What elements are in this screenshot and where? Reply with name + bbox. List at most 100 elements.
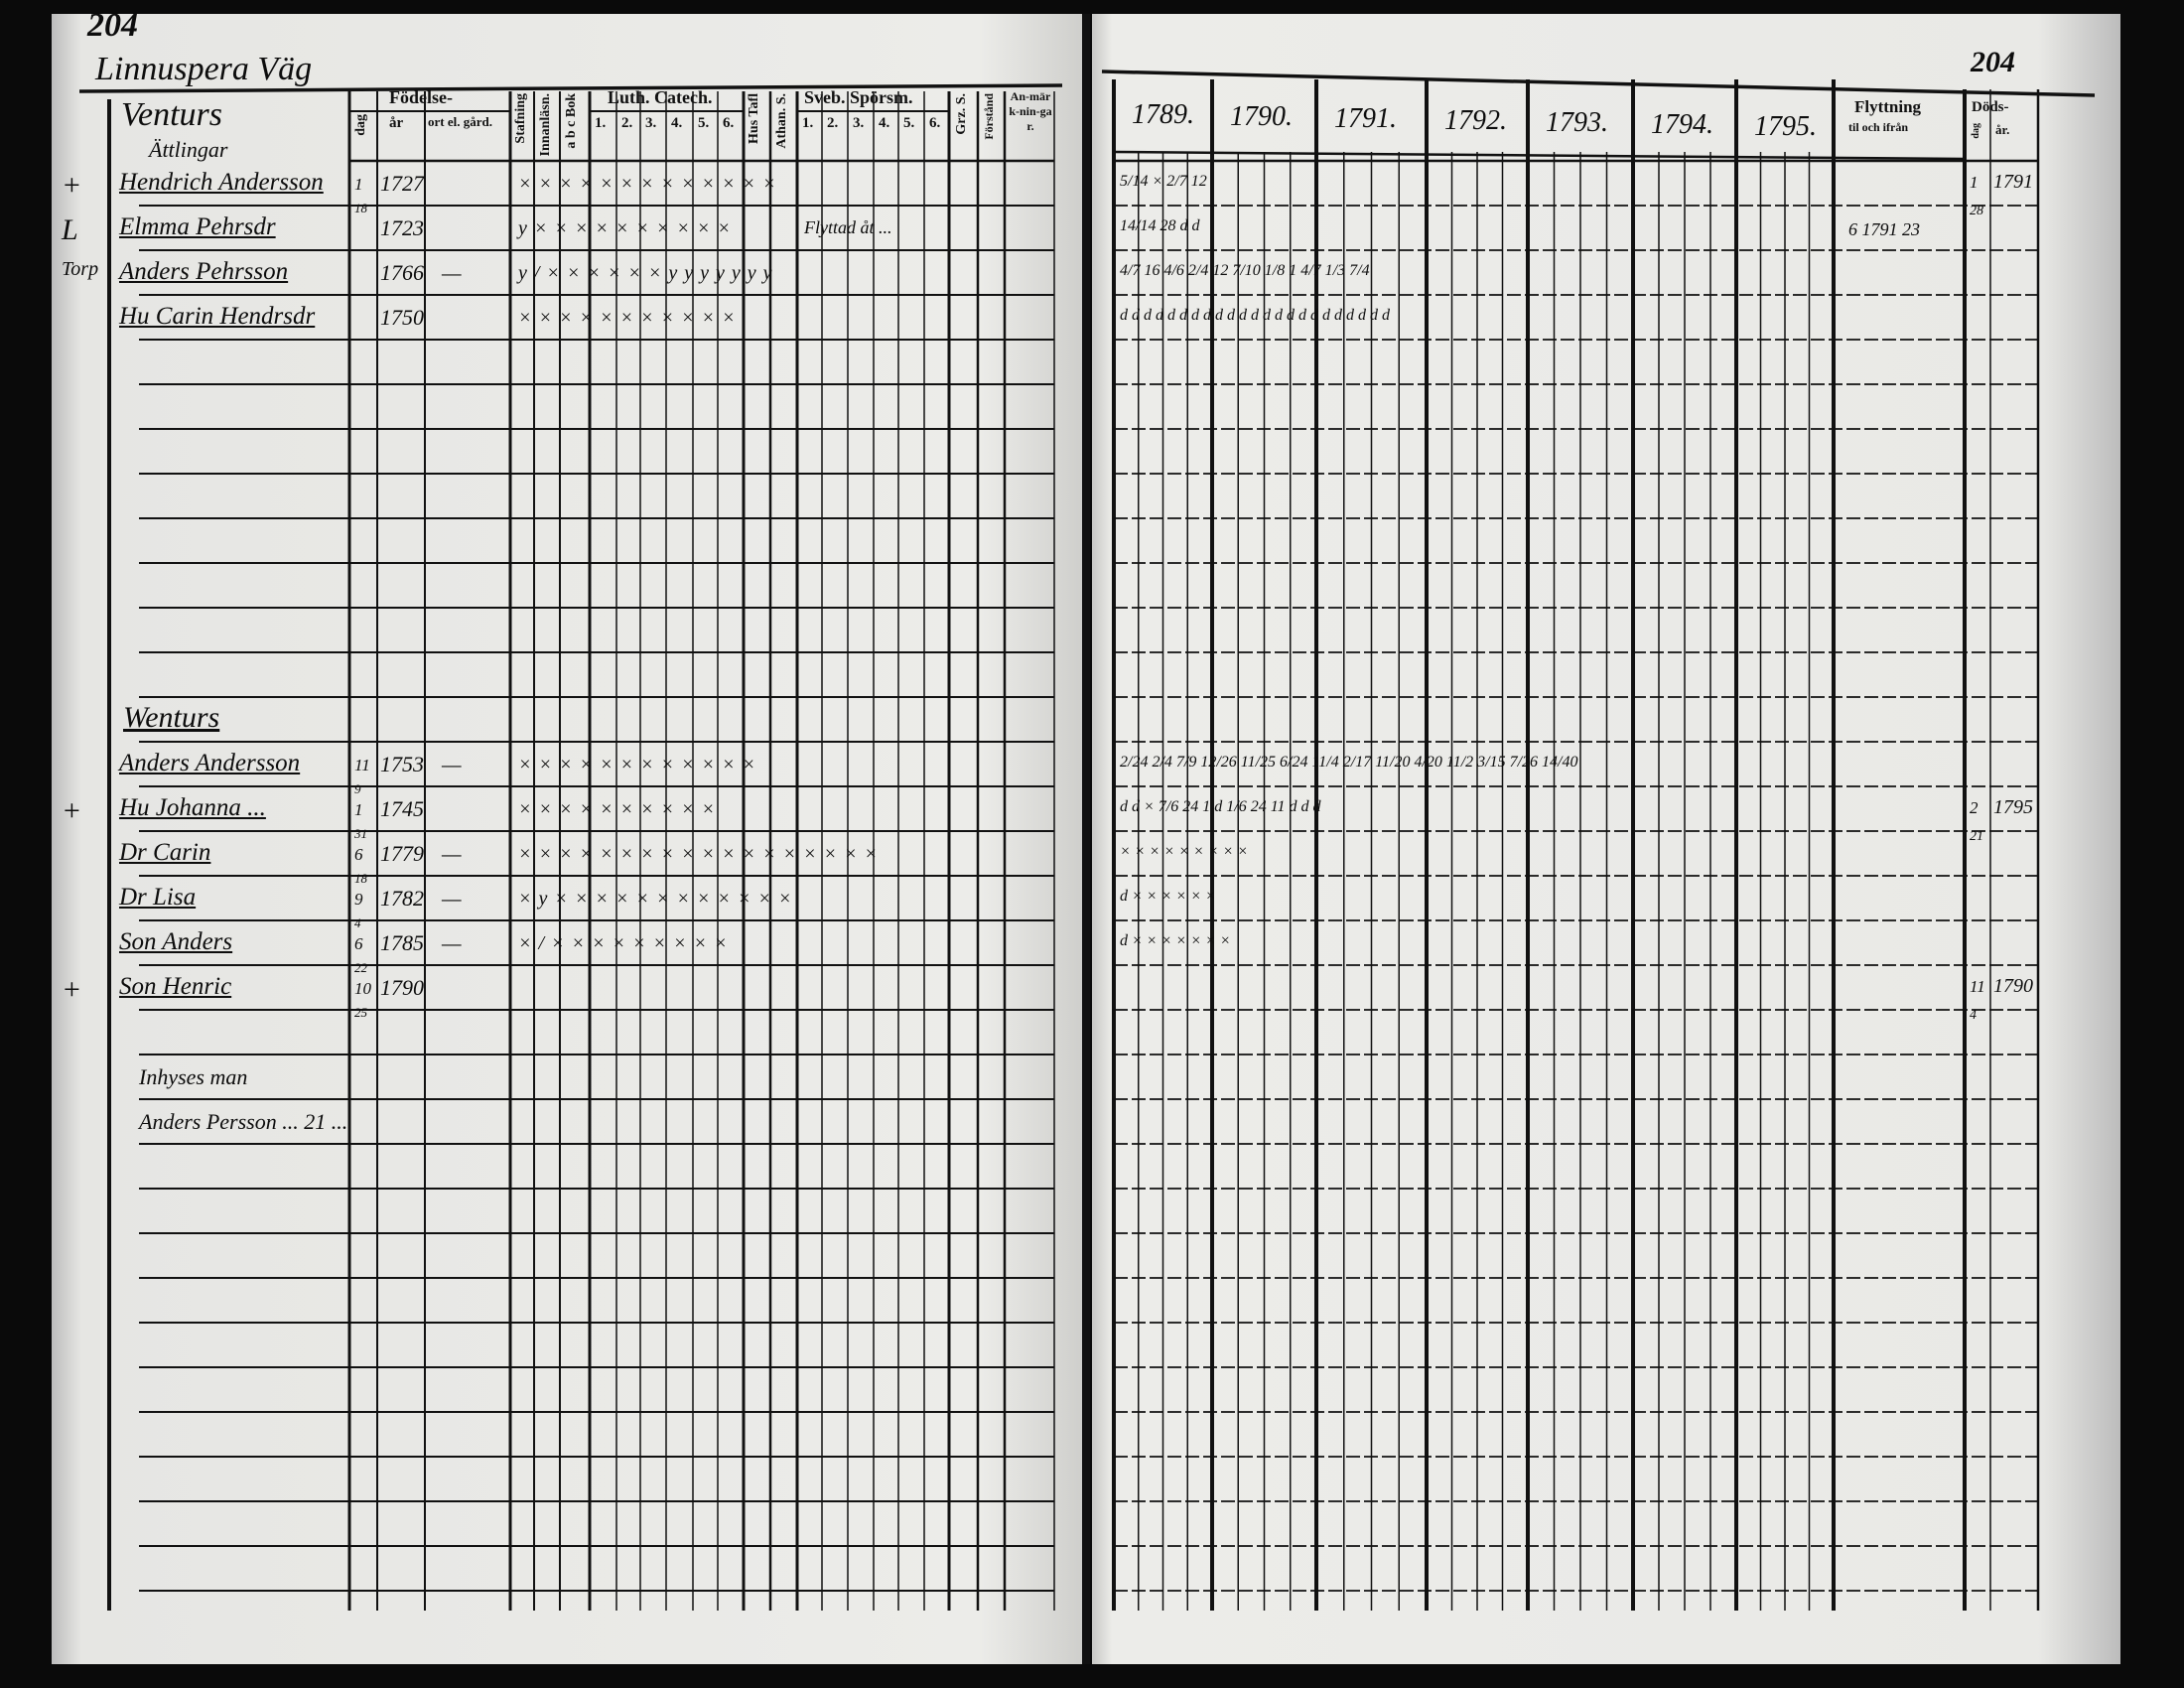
birth-year: 1785 — [380, 930, 424, 955]
left-page — [52, 14, 1082, 1664]
annual-record-cells: d d × 7/6 24 1 d 1/6 24 11 d d d — [1120, 798, 1321, 815]
header-anmarkningar: An-märk-nin-gar. — [1009, 89, 1052, 133]
catechism-marks: × y × × × × × × × × × × × × — [518, 888, 793, 910]
header-athan: Athan. S. — [774, 93, 789, 149]
birth-day-sub: 4 — [354, 915, 361, 930]
header-moving: Flyttning — [1854, 97, 1922, 116]
birth-day: 11 — [354, 756, 370, 774]
year-header: 1792. — [1444, 105, 1507, 136]
birth-day-sub: 25 — [354, 1005, 367, 1020]
annual-record-cells: d × × × × × × × — [1120, 932, 1231, 949]
header-forstand: Förstånd — [982, 93, 996, 140]
birth-day: 1 — [354, 175, 363, 194]
annual-record-cells: 2/24 2/4 7/9 12/26 11/25 6/24 11/4 2/17 … — [1120, 754, 1578, 771]
section-title: Wenturs — [123, 701, 220, 734]
birth-day-sub: 22 — [354, 960, 367, 975]
year-header: 1789. — [1132, 99, 1194, 130]
name-column-subheader: Ättlingar — [149, 137, 228, 162]
birth-day: 6 — [354, 934, 363, 953]
birth-day-sub: 18 — [354, 871, 367, 886]
header-top-rule — [78, 83, 1063, 93]
birth-day: 10 — [354, 979, 371, 998]
luth-part-label: 6. — [723, 115, 735, 131]
entry-marker: Torp — [62, 258, 99, 280]
annual-record-cells: × × × × × × × × × — [1120, 843, 1249, 860]
year-header: 1795. — [1754, 111, 1817, 142]
catechism-marks: × × × × × × × × × × × × × × × × × × — [518, 843, 879, 865]
sveb-part-label: 3. — [853, 115, 865, 131]
person-name: Hu Johanna ... — [119, 794, 266, 821]
person-name: Anders Pehrsson — [119, 258, 289, 285]
annual-record-cells: d d d d d d d d d d d d d d d d d d d d … — [1120, 307, 1390, 324]
death-year: 1795 — [1993, 796, 2033, 818]
header-sveb: Sveb. Spörsm. — [804, 87, 913, 107]
remark: Flyttad åt ... — [804, 217, 892, 237]
luth-part-label: 3. — [645, 115, 657, 131]
birth-day: 9 — [354, 890, 363, 909]
header-abc-bok: a b c Bok — [564, 93, 579, 149]
entry-marker: + — [62, 794, 82, 827]
header-birth-year: år — [389, 115, 404, 131]
header-birth: Födelse- — [389, 87, 453, 107]
left-page-number: 204 — [87, 7, 138, 44]
header-luth-catech: Luth. Catech. — [608, 87, 713, 107]
death-day-sub: 4 — [1970, 1008, 1977, 1023]
death-year: 1790 — [1993, 975, 2033, 997]
birth-day-sub: 18 — [354, 201, 367, 215]
annual-record-cells: 5/14 × 2/7 12 — [1120, 173, 1207, 190]
birth-place: — — [442, 930, 462, 955]
annual-record-cells: 4/7 16 4/6 2/4 12 7/10 1/8 1 4/7 1/3 7/4 — [1120, 262, 1370, 279]
birth-year: 1790 — [380, 975, 424, 1000]
catechism-marks: × / × × × × × × × × × — [518, 932, 729, 954]
right-page-number: 204 — [1971, 46, 2015, 78]
birth-year: 1727 — [380, 171, 424, 196]
sveb-part-label: 2. — [827, 115, 839, 131]
death-day: 1 — [1970, 173, 1979, 192]
person-name: Hendrich Andersson — [119, 169, 324, 196]
catechism-marks: × × × × × × × × × × × × × — [518, 173, 777, 195]
death-year: 1791 — [1993, 171, 2033, 193]
note-line: Inhyses man — [139, 1064, 248, 1089]
person-name: Elmma Pehrsdr — [119, 213, 276, 240]
note-line: Anders Persson ... 21 ... — [139, 1109, 348, 1134]
birth-place: — — [442, 260, 462, 285]
person-name: Anders Andersson — [119, 750, 301, 776]
moving-record: 6 1791 23 — [1848, 219, 1920, 239]
header-death-year: år. — [1995, 122, 2010, 137]
header-hus-tafl: Hus Tafl — [747, 93, 761, 144]
year-header: 1794. — [1651, 109, 1713, 140]
person-name: Hu Carin Hendrsdr — [119, 303, 316, 330]
year-header: 1791. — [1334, 103, 1397, 134]
catechism-marks: × × × × × × × × × × × — [518, 307, 737, 329]
birth-day: 6 — [354, 845, 363, 864]
header-top-rule — [1101, 70, 2096, 97]
birth-year: 1745 — [380, 796, 424, 821]
catechism-marks: × × × × × × × × × × × × — [518, 754, 756, 775]
header-death: Döds- — [1972, 99, 2009, 115]
death-day-sub: 28 — [1970, 204, 1983, 218]
year-header: 1790. — [1230, 101, 1293, 132]
catechism-marks: × × × × × × × × × × — [518, 798, 716, 820]
header-grz: Grz. S. — [954, 93, 969, 135]
luth-part-label: 2. — [621, 115, 633, 131]
birth-year: 1750 — [380, 305, 424, 330]
header-birth-day: dag — [353, 114, 368, 136]
annual-record-cells: d × × × × × × — [1120, 888, 1216, 905]
birth-year: 1766 — [380, 260, 424, 285]
person-name: Son Anders — [119, 928, 233, 955]
birth-year: 1753 — [380, 752, 424, 776]
header-birth-place: ort el. gård. — [428, 114, 492, 129]
catechism-marks: y / × × × × × × y y y y y y y — [518, 262, 773, 284]
person-name: Dr Lisa — [119, 884, 197, 911]
place-title: Linnuspera Väg — [95, 51, 313, 87]
luth-part-label: 5. — [698, 115, 710, 131]
birth-year: 1782 — [380, 886, 424, 911]
header-stafning: Stafning — [513, 93, 528, 144]
header-innanlasn: Innanläsn. — [538, 93, 553, 157]
death-day: 2 — [1970, 798, 1979, 817]
entry-marker: L — [62, 213, 78, 246]
birth-place: — — [442, 841, 462, 866]
death-day-sub: 21 — [1970, 829, 1983, 844]
sveb-part-label: 6. — [929, 115, 941, 131]
